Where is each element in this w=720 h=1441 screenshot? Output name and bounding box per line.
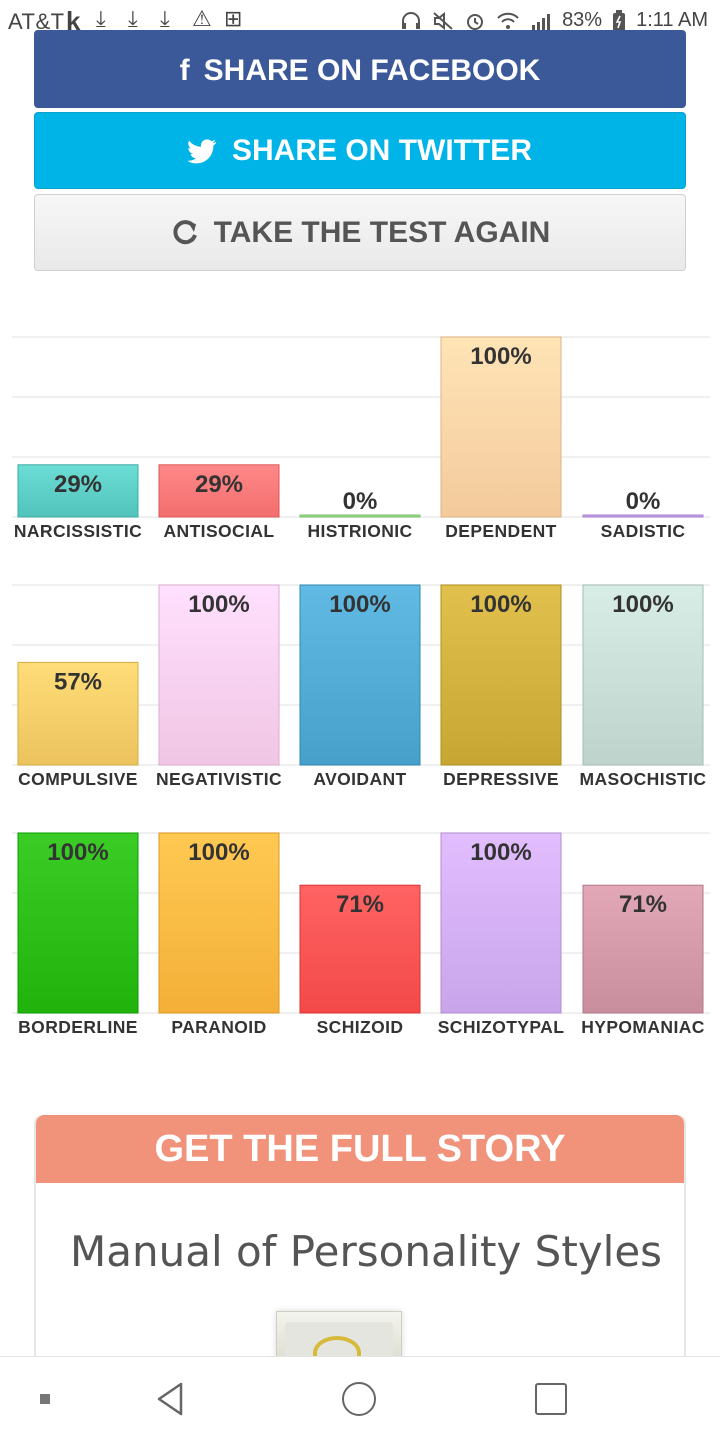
bar-value-label: 100%	[329, 591, 390, 618]
bar	[158, 832, 280, 1014]
share-facebook-button[interactable]: f SHARE ON FACEBOOK	[34, 30, 686, 108]
bar	[17, 464, 139, 518]
bar	[582, 584, 704, 766]
bar-value-label: 100%	[470, 839, 531, 866]
retake-test-label: TAKE THE TEST AGAIN	[213, 215, 551, 249]
overview-button[interactable]	[526, 1357, 576, 1441]
warning-icon: ⚠	[192, 6, 212, 31]
status-right-group: 83% 1:11 AM	[400, 9, 708, 32]
bar	[17, 661, 139, 766]
category-label: DEPENDENT	[445, 521, 557, 541]
battery-percent: 83%	[562, 9, 603, 31]
bar-value-label: 100%	[612, 591, 673, 618]
laurel-emblem	[313, 1336, 361, 1370]
chart-row: 29% NARCISSISTIC 29% ANTISOCIAL 0% HISTRIONIC…	[12, 336, 710, 541]
alarm-icon	[467, 13, 484, 30]
download-icon: ⤓	[160, 6, 170, 31]
bar-value-label: 100%	[47, 839, 108, 866]
battery-plus-icon: ⊞	[224, 6, 243, 31]
chart-row: 100% BORDERLINE 100% PARANOID 71% SCHIZOID 100…	[12, 832, 710, 1037]
home-icon	[342, 1382, 376, 1416]
download-icon: ⤓	[128, 6, 138, 31]
home-button[interactable]	[334, 1357, 384, 1441]
wifi-icon	[497, 12, 519, 29]
bar	[299, 584, 421, 766]
bar-value-label: 29%	[195, 471, 243, 498]
bar	[17, 832, 139, 1014]
category-label: HISTRIONIC	[307, 521, 412, 541]
promo-title[interactable]: Manual of Personality Styles	[70, 1227, 663, 1276]
headphones-icon	[402, 11, 421, 29]
bar	[299, 514, 421, 518]
bar-value-label: 100%	[188, 591, 249, 618]
system-nav-bar	[0, 1356, 720, 1441]
facebook-icon: f	[179, 54, 190, 87]
bar	[440, 832, 562, 1014]
mute-icon	[433, 11, 453, 30]
bar	[158, 464, 280, 518]
category-label: NEGATIVISTIC	[156, 769, 282, 789]
category-label: MASOCHISTIC	[580, 769, 707, 789]
recent-apps-icon	[40, 1394, 50, 1404]
category-label: NARCISSISTIC	[14, 521, 142, 541]
bar	[582, 884, 704, 1014]
bar-value-label: 0%	[343, 488, 378, 515]
category-label: COMPULSIVE	[18, 769, 138, 789]
bar-value-label: 100%	[188, 839, 249, 866]
share-twitter-button[interactable]: SHARE ON TWITTER	[34, 112, 686, 189]
category-label: SCHIZOTYPAL	[438, 1017, 565, 1037]
refresh-icon	[173, 219, 197, 244]
back-icon	[157, 1382, 183, 1416]
category-label: SADISTIC	[601, 521, 686, 541]
category-label: PARANOID	[171, 1017, 266, 1037]
bar-value-label: 100%	[470, 343, 531, 370]
category-label: AVOIDANT	[313, 769, 406, 789]
bar-value-label: 100%	[470, 591, 531, 618]
full-story-card: GET THE FULL STORY Manual of Personality…	[34, 1115, 686, 1375]
signal-icon	[532, 13, 551, 30]
share-twitter-label: SHARE ON TWITTER	[232, 133, 532, 167]
bar	[158, 584, 280, 766]
category-label: ANTISOCIAL	[164, 521, 275, 541]
recent-apps-button[interactable]	[20, 1357, 70, 1441]
chart-row: 57% COMPULSIVE 100% NEGATIVISTIC 100% AVOIDAN…	[12, 584, 710, 789]
overview-icon	[535, 1383, 567, 1415]
bar-value-label: 29%	[54, 471, 102, 498]
download-icon: ⤓	[96, 6, 106, 31]
full-story-header[interactable]: GET THE FULL STORY	[36, 1115, 684, 1183]
retake-test-button[interactable]: TAKE THE TEST AGAIN	[34, 194, 686, 271]
category-label: HYPOMANIAC	[581, 1017, 705, 1037]
bar	[440, 336, 562, 518]
share-facebook-label: SHARE ON FACEBOOK	[203, 54, 541, 87]
category-label: BORDERLINE	[18, 1017, 138, 1037]
category-label: DEPRESSIVE	[443, 769, 559, 789]
bar-value-label: 0%	[626, 488, 661, 515]
bar	[582, 514, 704, 518]
battery-icon	[613, 9, 626, 31]
bar-value-label: 71%	[619, 891, 667, 918]
category-label: SCHIZOID	[317, 1017, 404, 1037]
back-button[interactable]	[145, 1357, 195, 1441]
bar	[440, 584, 562, 766]
twitter-icon	[188, 138, 217, 163]
bar-value-label: 57%	[54, 668, 102, 695]
clock: 1:11 AM	[636, 9, 708, 31]
bar	[299, 884, 421, 1014]
carrier-label: AT&T	[8, 9, 65, 34]
bar-value-label: 71%	[336, 891, 384, 918]
k-app-icon: k	[66, 6, 81, 36]
